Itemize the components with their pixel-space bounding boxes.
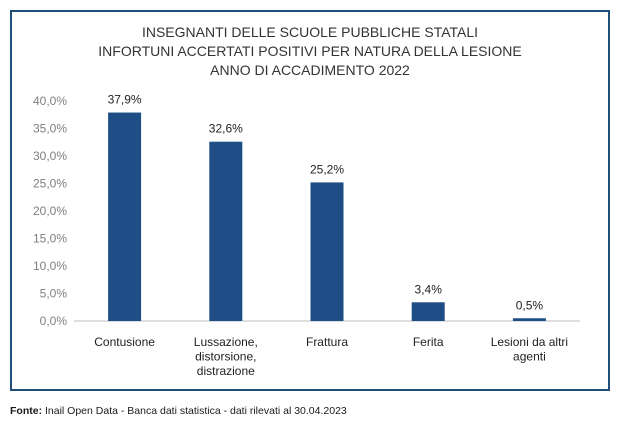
bar xyxy=(512,318,546,321)
chart-frame: INSEGNANTI DELLE SCUOLE PUBBLICHE STATAL… xyxy=(10,10,610,391)
source-note: Fonte: Inail Open Data - Banca dati stat… xyxy=(10,405,347,417)
bar xyxy=(209,141,243,321)
data-label: 3,4% xyxy=(415,282,443,296)
data-label: 32,6% xyxy=(209,122,243,136)
source-text: Inail Open Data - Banca dati statistica … xyxy=(45,405,347,417)
y-tick-label: 25,0% xyxy=(33,177,67,191)
bar xyxy=(108,112,142,321)
x-category-label: agenti xyxy=(513,350,546,364)
data-label: 0,5% xyxy=(516,298,544,312)
bar xyxy=(310,182,344,321)
x-category-label: distorsione, xyxy=(195,350,256,364)
y-tick-label: 15,0% xyxy=(33,232,67,246)
chart-title-line: ANNO DI ACCADIMENTO 2022 xyxy=(210,62,410,78)
data-label: 37,9% xyxy=(108,93,142,107)
y-tick-label: 30,0% xyxy=(33,149,67,163)
x-category-label: Contusione xyxy=(94,335,155,349)
y-tick-label: 5,0% xyxy=(40,287,68,301)
y-tick-label: 10,0% xyxy=(33,259,67,273)
chart-title-line: INFORTUNI ACCERTATI POSITIVI PER NATURA … xyxy=(98,43,521,59)
x-category-label: Frattura xyxy=(306,335,348,349)
y-tick-label: 0,0% xyxy=(40,314,68,328)
y-tick-label: 40,0% xyxy=(33,94,67,108)
x-category-label: Lesioni da altri xyxy=(491,335,568,349)
x-category-label: Lussazione, xyxy=(194,335,258,349)
y-tick-label: 20,0% xyxy=(33,204,67,218)
y-tick-label: 35,0% xyxy=(33,122,67,136)
x-category-label: distrazione xyxy=(197,364,255,378)
bar-chart: INSEGNANTI DELLE SCUOLE PUBBLICHE STATAL… xyxy=(33,24,580,378)
data-label: 25,2% xyxy=(310,162,344,176)
bar xyxy=(411,302,445,321)
source-label: Fonte: xyxy=(10,405,43,417)
chart-title-line: INSEGNANTI DELLE SCUOLE PUBBLICHE STATAL… xyxy=(142,24,478,40)
x-category-label: Ferita xyxy=(413,335,444,349)
